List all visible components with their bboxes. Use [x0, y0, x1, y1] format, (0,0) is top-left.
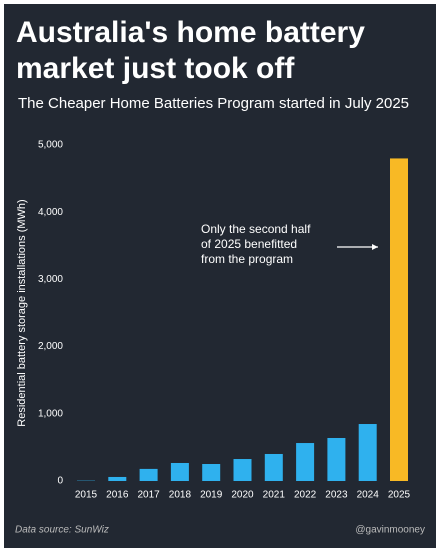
annotation: Only the second half	[201, 222, 311, 236]
bar	[170, 462, 189, 481]
bar	[358, 424, 377, 481]
x-tick-label: 2018	[169, 490, 192, 501]
x-tick-label: 2021	[263, 490, 286, 501]
chart-title: market just took off	[16, 52, 295, 85]
annotation-arrowhead	[372, 244, 378, 250]
credit: @gavinmooney	[355, 525, 425, 536]
x-tick-label: 2023	[325, 490, 348, 501]
annotation: from the program	[201, 252, 293, 266]
bar	[390, 158, 408, 481]
bar	[264, 453, 283, 481]
y-axis-label: Residential battery storage installation…	[16, 199, 28, 426]
y-tick-label: 0	[57, 476, 63, 487]
y-tick-label: 5,000	[38, 140, 63, 151]
x-tick-label: 2024	[357, 490, 380, 501]
annotation: of 2025 benefitted	[201, 237, 297, 251]
x-tick-label: 2015	[75, 490, 98, 501]
bar	[108, 476, 127, 481]
x-tick-label: 2022	[294, 490, 317, 501]
bar	[233, 459, 252, 481]
y-tick-label: 4,000	[38, 207, 63, 218]
bar	[327, 437, 346, 481]
x-tick-label: 2020	[231, 490, 254, 501]
bar	[202, 463, 221, 481]
y-tick-label: 3,000	[38, 274, 63, 285]
x-tick-label: 2017	[137, 490, 160, 501]
x-tick-label: 2019	[200, 490, 223, 501]
chart-title: Australia's home battery	[16, 16, 365, 49]
x-tick-label: 2016	[106, 490, 129, 501]
y-tick-label: 2,000	[38, 341, 63, 352]
source: Data source: SunWiz	[15, 525, 109, 536]
chart-subtitle: The Cheaper Home Batteries Program start…	[18, 95, 409, 112]
x-tick-label: 2025	[388, 490, 411, 501]
bar	[296, 443, 315, 481]
y-tick-label: 1,000	[38, 408, 63, 419]
bar	[139, 468, 158, 481]
